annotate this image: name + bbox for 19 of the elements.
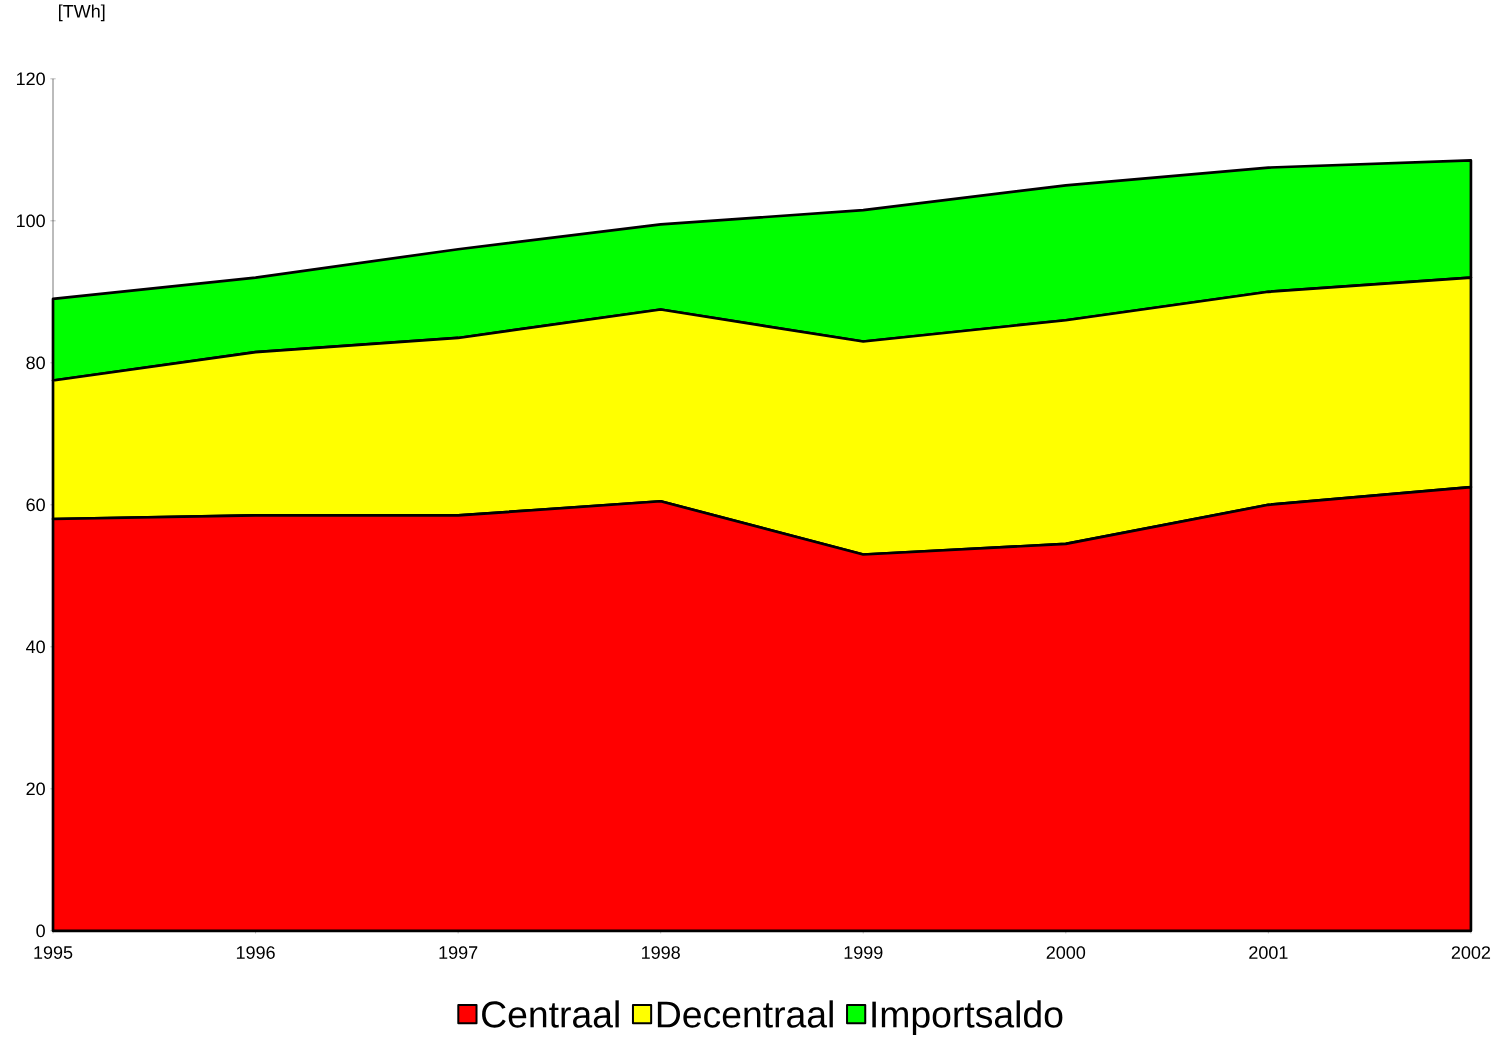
x-tick-label: 1995 [34,946,73,960]
y-tick-label: 100 [16,214,45,228]
y-tick-label: 120 [16,72,45,86]
x-tick-label: 1996 [236,946,275,960]
x-tick-label: 1997 [439,946,478,960]
y-axis-title: [TWh] [59,4,105,22]
legend-label: Decentraal [657,1000,833,1028]
y-tick-label: 0 [36,924,45,938]
x-tick-label: 1999 [844,946,883,960]
y-tick-label: 80 [26,356,45,370]
legend-label: Centraal [482,1000,619,1028]
y-tick-label: 60 [26,498,45,512]
x-tick-label: 2002 [1451,946,1491,960]
x-tick-label: 1998 [642,946,680,960]
x-tick-label: 2001 [1249,946,1288,960]
y-tick-label: 20 [26,782,45,796]
legend-label: Importsaldo [872,1000,1063,1036]
y-tick-label: 40 [26,640,45,654]
x-tick-label: 2000 [1046,946,1086,960]
